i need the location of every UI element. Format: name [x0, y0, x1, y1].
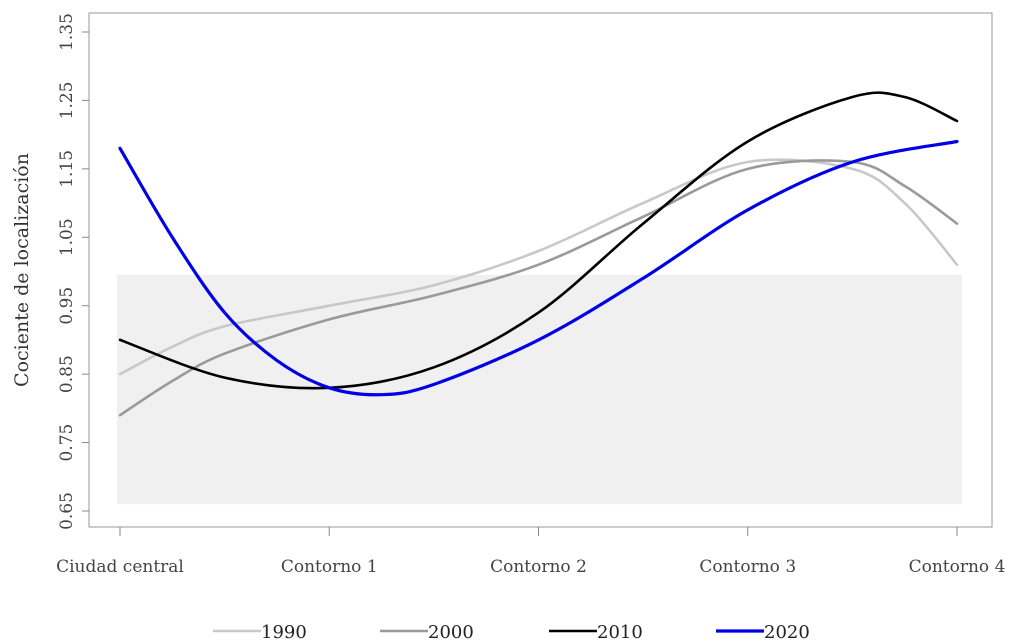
y-tick-label: 0.95 [57, 287, 77, 325]
x-tick-label: Contorno 2 [490, 557, 587, 577]
y-tick-label: 1.15 [57, 150, 77, 188]
series-line-2020 [118, 139, 959, 397]
x-tick-label: Contorno 4 [909, 557, 1006, 577]
plot-frame [88, 12, 993, 528]
y-tick-label: 0.65 [57, 492, 77, 530]
y-tick-label: 0.75 [57, 424, 77, 462]
y-axis: 0.65 0.75 0.85 0.95 1.05 1.15 1.25 1.35 [57, 13, 89, 530]
x-tick-label: Contorno 1 [281, 557, 378, 577]
reference-band [117, 274, 962, 505]
y-tick-label: 1.25 [57, 81, 77, 119]
legend-label-2010: 2010 [597, 622, 643, 640]
x-axis: Ciudad central Contorno 1 Contorno 2 Contor… [56, 527, 1005, 577]
y-tick-label: 0.85 [57, 355, 77, 393]
legend-label-2020: 2020 [764, 622, 810, 640]
series-line-1990 [118, 158, 959, 376]
y-tick-label: 1.35 [57, 13, 77, 51]
x-tick-label: Contorno 3 [699, 557, 796, 577]
series-line-2010 [118, 91, 959, 390]
legend-label-2000: 2000 [428, 622, 474, 640]
legend-label-1990: 1990 [261, 622, 307, 640]
y-tick-label: 1.05 [57, 218, 77, 256]
reference-band-layer [117, 274, 962, 505]
y-axis-label: Cociente de localización [11, 153, 33, 387]
series-lines [118, 91, 959, 417]
x-tick-label: Ciudad central [56, 557, 184, 577]
legend: 1990 2000 2010 2020 [213, 622, 810, 640]
